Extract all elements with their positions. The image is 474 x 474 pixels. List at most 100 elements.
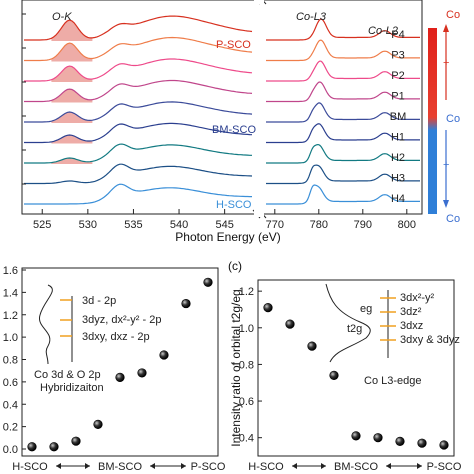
edge-label-co-l2: Co-L2 bbox=[368, 25, 398, 37]
x-group-arrowhead bbox=[417, 463, 422, 469]
br-inset-orbital-1: 3dx²-y² bbox=[400, 292, 435, 304]
bl-inset-caption-2: Hybridizaiton bbox=[40, 382, 104, 394]
spectrum-line-ok bbox=[24, 143, 252, 164]
x-group-label: H-SCO bbox=[12, 461, 48, 473]
o-k-preedge-fill bbox=[51, 158, 93, 164]
br-inset-orbital-4: 3dxy & 3dyz bbox=[400, 334, 460, 346]
x-group-label: P-SCO bbox=[191, 461, 226, 473]
br-inset-curve bbox=[325, 283, 371, 363]
spectrum-line-co-l bbox=[266, 39, 420, 62]
bl-inset-curve bbox=[39, 284, 53, 365]
o-k-preedge-fill bbox=[51, 112, 93, 123]
bl-inset-transition-3: 3dxy, dxz - 2p bbox=[82, 331, 150, 343]
top-x-tick-label: 800 bbox=[398, 219, 416, 231]
y-tick-label: 0.4 bbox=[239, 433, 254, 445]
series-labels: P4 P3 P2 P1 BM H1 H2 H3 H4 bbox=[390, 29, 407, 205]
colorbar-arrowhead-down bbox=[443, 200, 449, 208]
br-y-ticks: 0.4 0.6 0.8 1.0 1.2 bbox=[239, 286, 262, 445]
xas-spectra-panel: 525 530 535 540 545 770 780 790 800 O-K Co-L3 Co… bbox=[21, 0, 460, 244]
top-x-tick-label: 535 bbox=[124, 219, 142, 231]
series-label: P3 bbox=[391, 50, 404, 62]
y-tick-label: 0.8 bbox=[3, 355, 18, 367]
x-group-arrowhead bbox=[181, 463, 186, 469]
bl-inset-transition-1: 3d - 2p bbox=[82, 295, 116, 307]
top-x-ticks: 525 530 535 540 545 770 780 790 800 bbox=[33, 209, 416, 231]
data-point bbox=[115, 372, 125, 383]
series-label: H1 bbox=[391, 132, 405, 144]
bl-plot-frame bbox=[21, 267, 219, 457]
spectrum-line-co-l bbox=[266, 123, 420, 144]
data-point bbox=[307, 341, 317, 351]
axis-break-mark bbox=[261, 0, 267, 5]
series-label: P2 bbox=[391, 70, 404, 82]
x-group-label: BM-SCO bbox=[334, 461, 378, 473]
spectrum-line-ok bbox=[24, 79, 253, 103]
edge-label-co-l3: Co-L3 bbox=[296, 11, 327, 23]
data-point bbox=[329, 370, 339, 381]
series-label: H4 bbox=[391, 193, 405, 205]
x-group-label: BM-SCO bbox=[98, 461, 142, 473]
data-point bbox=[263, 303, 273, 313]
x-group-label: P-SCO bbox=[427, 461, 462, 473]
data-point bbox=[93, 419, 103, 429]
spectrum-line-co-l bbox=[266, 164, 420, 185]
br-inset-eg: eg bbox=[360, 303, 372, 315]
br-inset-orbital-2: 3dz² bbox=[400, 306, 422, 318]
colorbar-arrowhead-up bbox=[443, 24, 449, 32]
hybridization-panel: 0.0 0.2 0.4 0.6 0.8 1.0 1.2 1.4 1.6 3d - 2p 3dyz… bbox=[3, 265, 226, 473]
spectrum-line-co-l bbox=[266, 102, 420, 123]
spectrum-line-co-l bbox=[266, 60, 420, 82]
spectrum-line-ok bbox=[24, 58, 253, 82]
spectrum-line-co-l bbox=[266, 184, 420, 205]
o-k-preedge-fill bbox=[51, 89, 93, 103]
top-x-tick-label: 780 bbox=[310, 219, 328, 231]
x-group-arrowhead bbox=[386, 463, 391, 469]
o-k-preedge-fill bbox=[51, 135, 93, 144]
br-plot-frame bbox=[257, 279, 455, 457]
top-x-tick-label: 540 bbox=[170, 219, 188, 231]
br-data-points bbox=[263, 303, 449, 450]
br-inset-orbital-3: 3dxz bbox=[400, 320, 423, 332]
data-point bbox=[137, 368, 147, 378]
y-tick-label: 0.6 bbox=[3, 377, 18, 389]
data-point bbox=[395, 436, 405, 446]
bl-inset-transition-2: 3dyz, dx²-y² - 2p bbox=[82, 314, 161, 326]
x-group-arrowhead bbox=[150, 463, 155, 469]
spectrum-line-ok bbox=[24, 101, 253, 123]
y-tick-label: 0.6 bbox=[239, 396, 254, 408]
data-point bbox=[373, 433, 383, 443]
bl-y-ticks: 0.0 0.2 0.4 0.6 0.8 1.0 1.2 1.4 1.6 bbox=[3, 265, 26, 456]
y-tick-label: 0.0 bbox=[3, 444, 18, 456]
y-tick-label: 1.6 bbox=[3, 265, 18, 277]
t2g-eg-ratio-panel: (c) Intensity ratio of orbital t2g/eg 0.… bbox=[228, 259, 462, 473]
side-label-hsco: H-SCO bbox=[216, 199, 252, 211]
o-k-preedge-fill bbox=[51, 66, 93, 82]
data-point bbox=[71, 436, 81, 446]
spectra-group bbox=[24, 15, 420, 205]
br-inset-caption: Co L3-edge bbox=[364, 375, 422, 387]
series-label: BM bbox=[390, 111, 407, 123]
y-tick-label: 0.4 bbox=[3, 399, 18, 411]
axis-break-gap bbox=[254, 0, 264, 4]
y-tick-label: 1.4 bbox=[3, 287, 18, 299]
data-point bbox=[49, 442, 59, 452]
series-label: P4 bbox=[391, 29, 404, 41]
br-y-axis-title: Intensity ratio of orbital t2g/eg bbox=[229, 289, 243, 446]
top-x-tick-label: 770 bbox=[266, 219, 284, 231]
data-point bbox=[27, 442, 37, 452]
x-group-arrowhead bbox=[321, 463, 326, 469]
side-label-psco: P-SCO bbox=[216, 39, 251, 51]
top-y-ticks bbox=[22, 13, 26, 185]
spectrum-line-co-l bbox=[266, 143, 420, 164]
spectrum-line-ok bbox=[24, 183, 252, 205]
spectrum-line-ok bbox=[24, 163, 253, 185]
axis-break-gap bbox=[254, 209, 264, 217]
colorbar-top-label: Co bbox=[446, 9, 460, 21]
top-x-tick-label: 790 bbox=[354, 219, 372, 231]
y-tick-label: 1.0 bbox=[3, 332, 18, 344]
panel-label-c: (c) bbox=[228, 259, 242, 273]
bl-x-group-labels: H-SCO BM-SCO P-SCO bbox=[12, 461, 226, 473]
top-x-tick-label: 530 bbox=[79, 219, 97, 231]
x-group-arrowhead bbox=[292, 463, 297, 469]
